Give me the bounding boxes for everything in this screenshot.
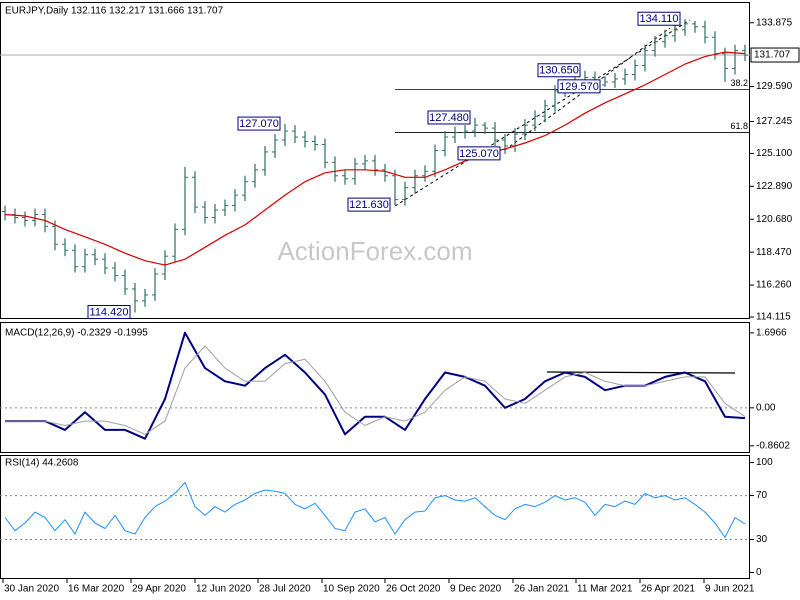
x-tick-label: 29 Apr 2020 <box>132 584 186 595</box>
y-tick-label: 127.245 <box>756 116 793 127</box>
annotation-box <box>237 116 281 131</box>
x-tick-label: 9 Dec 2020 <box>450 584 502 595</box>
y-tick-label: 116.260 <box>756 280 792 291</box>
y-tick-label: 120.680 <box>756 214 793 225</box>
y-tick-label: 100 <box>756 457 773 468</box>
indicator-line <box>4 481 746 538</box>
y-tick-label: 122.890 <box>756 181 793 192</box>
annotation-box <box>87 304 131 319</box>
y-tick-label: 118.470 <box>756 247 792 258</box>
annotation-label: 125.070 <box>459 148 499 160</box>
x-tick-label: 10 Sep 2020 <box>323 584 380 595</box>
annotation-label: 130.650 <box>539 65 579 77</box>
fib-level-label: 61.8 <box>730 121 748 131</box>
y-tick-label: 129.590 <box>756 81 793 92</box>
annotation-box <box>427 110 471 125</box>
x-tick-label: 11 Mar 2021 <box>577 584 633 595</box>
annotation-box <box>637 11 681 26</box>
y-tick-label: 114.115 <box>756 312 791 323</box>
annotation-label: 121.630 <box>349 199 389 211</box>
y-tick-label: -0.8602 <box>756 440 790 451</box>
annotation-label: 114.420 <box>90 306 129 318</box>
watermark: ActionForex.com <box>277 236 472 266</box>
x-tick-label: 16 Mar 2020 <box>68 584 125 595</box>
annotation-label: 127.070 <box>239 118 279 130</box>
fib-level-label: 38.2 <box>730 78 748 88</box>
annotation-box <box>457 146 501 161</box>
indicator-line <box>5 331 746 440</box>
y-tick-label: 0.00 <box>756 402 776 413</box>
y-tick-label: 0 <box>756 567 762 578</box>
indicator-line <box>4 51 746 266</box>
x-tick-label: 28 Jul 2020 <box>259 584 311 595</box>
price-title: EURJPY,Daily 132.116 132.217 131.666 131… <box>5 6 224 17</box>
channel-line <box>394 19 691 207</box>
last-price-label: 131.707 <box>754 50 791 61</box>
macd-title: MACD(12,26,9) -0.2329 -0.1995 <box>5 328 148 339</box>
y-tick-label: 133.875 <box>756 17 793 28</box>
x-tick-label: 26 Jan 2021 <box>514 584 569 595</box>
annotation-box <box>557 79 601 94</box>
annotation-box <box>347 197 391 212</box>
annotation-box <box>537 63 581 78</box>
annotation-label: 129.570 <box>559 81 599 93</box>
x-tick-label: 12 Jun 2020 <box>196 584 251 595</box>
annotation-label: 127.480 <box>429 112 469 124</box>
macd-resistance <box>546 371 736 374</box>
y-tick-label: 1.6966 <box>756 328 787 339</box>
x-tick-label: 30 Jan 2020 <box>4 584 59 595</box>
x-tick-label: 26 Apr 2021 <box>641 584 695 595</box>
rsi-pane <box>0 455 750 579</box>
macd-pane <box>0 322 750 453</box>
y-tick-label: 30 <box>756 534 768 545</box>
x-tick-label: 26 Oct 2020 <box>386 584 441 595</box>
x-tick-label: 9 Jun 2021 <box>705 584 755 595</box>
rsi-title: RSI(14) 44.2608 <box>5 458 79 469</box>
y-tick-label: 125.100 <box>756 148 793 159</box>
last-price-box <box>750 47 800 63</box>
annotation-label: 134.110 <box>640 13 679 25</box>
y-tick-label: 70 <box>756 490 768 501</box>
indicator-line <box>5 345 746 435</box>
